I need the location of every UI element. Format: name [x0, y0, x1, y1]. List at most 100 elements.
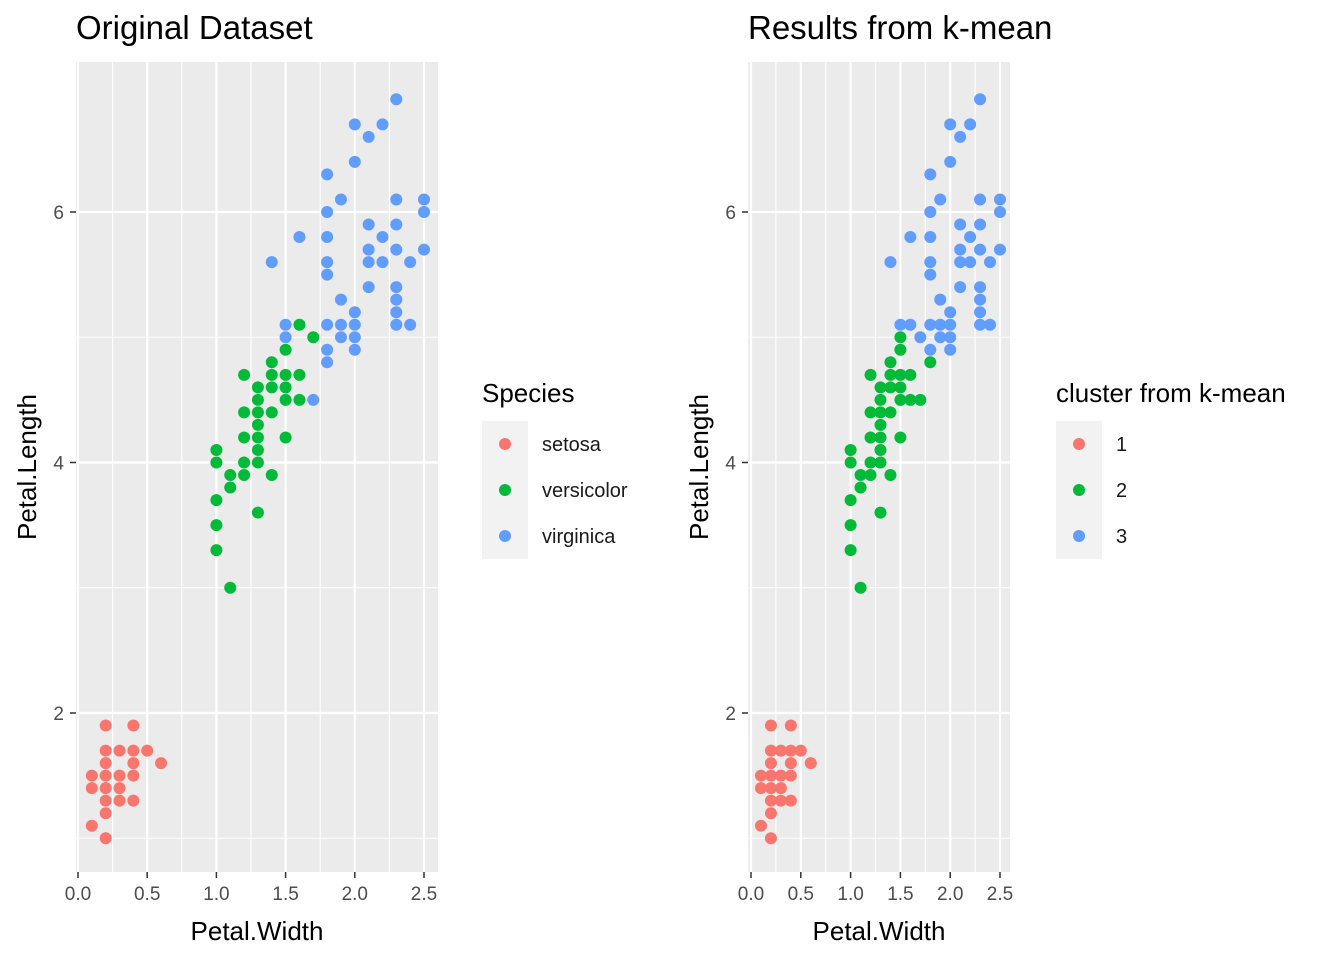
data-point	[113, 769, 126, 782]
data-point	[141, 744, 154, 757]
data-point	[884, 368, 897, 381]
legend-label: setosa	[542, 434, 602, 456]
data-point	[804, 757, 817, 770]
data-point	[974, 281, 987, 294]
legend: Species setosa versicolor virginica	[482, 378, 628, 559]
x-tick-label: 2.5	[411, 884, 437, 905]
legend-label: 2	[1116, 480, 1127, 502]
data-point	[404, 318, 417, 331]
data-point	[390, 218, 403, 231]
data-point	[279, 331, 292, 344]
data-point	[974, 93, 987, 106]
data-point	[321, 318, 334, 331]
legend: cluster from k-mean 1 2 3	[1056, 378, 1286, 559]
data-point	[238, 469, 251, 482]
data-point	[924, 356, 937, 369]
data-point	[844, 544, 857, 557]
data-point	[924, 168, 937, 181]
data-point	[774, 782, 787, 795]
data-point	[974, 218, 987, 231]
y-axis-title: Petal.Length	[684, 394, 714, 540]
data-point	[914, 393, 927, 406]
data-point	[924, 206, 937, 218]
data-point	[390, 281, 403, 294]
data-point	[321, 231, 334, 244]
data-point	[265, 406, 278, 419]
data-point	[934, 331, 947, 344]
data-point	[854, 581, 867, 594]
data-point	[884, 381, 897, 394]
axis-ticks: 0.0 0.5 1.0 1.5 2.0 2.5 2 4 6	[725, 203, 1013, 905]
data-point	[127, 744, 140, 757]
data-point	[376, 256, 389, 269]
data-point	[307, 393, 320, 406]
x-axis-title: Petal.Width	[813, 916, 946, 946]
data-point	[348, 118, 361, 131]
data-point	[864, 368, 877, 381]
data-point	[874, 418, 887, 431]
data-point	[934, 293, 947, 306]
data-point	[964, 231, 977, 244]
legend-title: cluster from k-mean	[1056, 378, 1286, 408]
data-point	[874, 456, 887, 469]
data-point	[99, 794, 112, 807]
data-point	[944, 318, 957, 331]
data-point	[279, 318, 292, 331]
y-tick-label: 6	[725, 203, 736, 224]
data-point	[904, 231, 917, 244]
chart-kmeans-results: Results from k-mean 0.0 0.5 1.0 1.5 2.0 2.5 2 4…	[684, 9, 1286, 946]
chart-title: Original Dataset	[76, 9, 313, 46]
x-tick-label: 2.0	[342, 884, 368, 905]
data-point	[265, 356, 278, 369]
data-point	[754, 819, 767, 832]
data-point	[362, 130, 375, 143]
data-point	[844, 456, 857, 469]
data-point	[362, 281, 375, 294]
gridlines	[748, 62, 1010, 872]
x-tick-label: 0.0	[65, 884, 91, 905]
data-point	[764, 757, 777, 770]
data-point	[864, 456, 877, 469]
data-point	[99, 782, 112, 795]
data-point	[774, 794, 787, 807]
data-point	[155, 757, 168, 770]
data-point	[764, 769, 777, 782]
data-point	[348, 331, 361, 344]
x-tick-label: 1.0	[837, 884, 863, 905]
data-point	[994, 243, 1006, 256]
data-point	[944, 306, 957, 319]
data-point	[85, 819, 98, 832]
data-point	[774, 744, 787, 757]
data-point	[974, 318, 987, 331]
data-point	[279, 368, 292, 381]
data-point	[944, 155, 957, 168]
data-point	[321, 168, 334, 181]
data-point	[864, 469, 877, 482]
data-point	[376, 231, 389, 244]
data-point	[874, 393, 887, 406]
data-point	[251, 381, 264, 394]
data-point	[210, 544, 223, 557]
data-point	[390, 243, 403, 256]
data-point	[774, 769, 787, 782]
data-point	[894, 343, 907, 356]
data-point	[974, 306, 987, 319]
y-tick-label: 2	[53, 704, 64, 725]
data-point	[904, 318, 917, 331]
data-point	[914, 331, 927, 344]
data-point	[321, 256, 334, 269]
data-point	[864, 431, 877, 444]
data-point	[85, 782, 98, 795]
data-point	[404, 256, 417, 269]
data-point	[99, 744, 112, 757]
data-point	[844, 519, 857, 532]
data-point	[964, 118, 977, 131]
data-point	[224, 469, 237, 482]
data-point	[99, 769, 112, 782]
data-point	[334, 318, 347, 331]
data-point	[894, 381, 907, 394]
data-point	[864, 406, 877, 419]
data-point	[265, 381, 278, 394]
data-point	[874, 431, 887, 444]
